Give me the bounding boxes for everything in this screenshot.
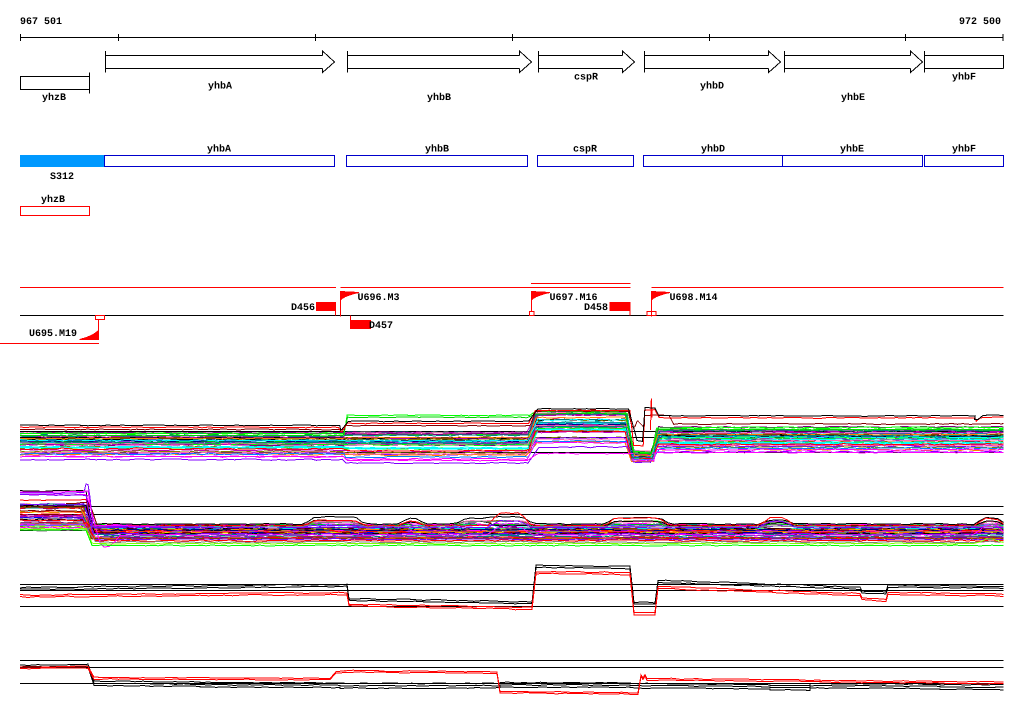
svg-text:yhbD: yhbD — [701, 144, 725, 156]
svg-text:yhbB: yhbB — [425, 144, 449, 156]
svg-text:972 500: 972 500 — [959, 17, 1001, 28]
svg-text:D456: D456 — [291, 303, 315, 314]
svg-text:yhbA: yhbA — [208, 81, 232, 93]
svg-text:S312: S312 — [50, 172, 74, 183]
svg-text:cspR: cspR — [573, 145, 597, 156]
svg-text:yhzB: yhzB — [42, 92, 66, 104]
svg-text:cspR: cspR — [574, 73, 598, 84]
svg-text:D458: D458 — [584, 303, 608, 314]
svg-text:U698.M14: U698.M14 — [670, 293, 718, 304]
svg-text:yhbE: yhbE — [841, 92, 865, 104]
svg-text:D457: D457 — [369, 321, 393, 332]
svg-text:yhbE: yhbE — [840, 144, 864, 156]
svg-text:yhbA: yhbA — [207, 144, 231, 156]
svg-text:yhbB: yhbB — [427, 92, 451, 104]
svg-text:967 501: 967 501 — [20, 17, 62, 28]
svg-text:U696.M3: U696.M3 — [358, 293, 400, 304]
svg-text:U695.M19: U695.M19 — [29, 329, 77, 340]
svg-text:yhbF: yhbF — [952, 144, 976, 156]
svg-text:yhbD: yhbD — [700, 81, 724, 93]
svg-text:U697.M16: U697.M16 — [550, 293, 598, 304]
svg-text:yhzB: yhzB — [41, 194, 65, 206]
svg-text:yhbF: yhbF — [952, 72, 976, 84]
